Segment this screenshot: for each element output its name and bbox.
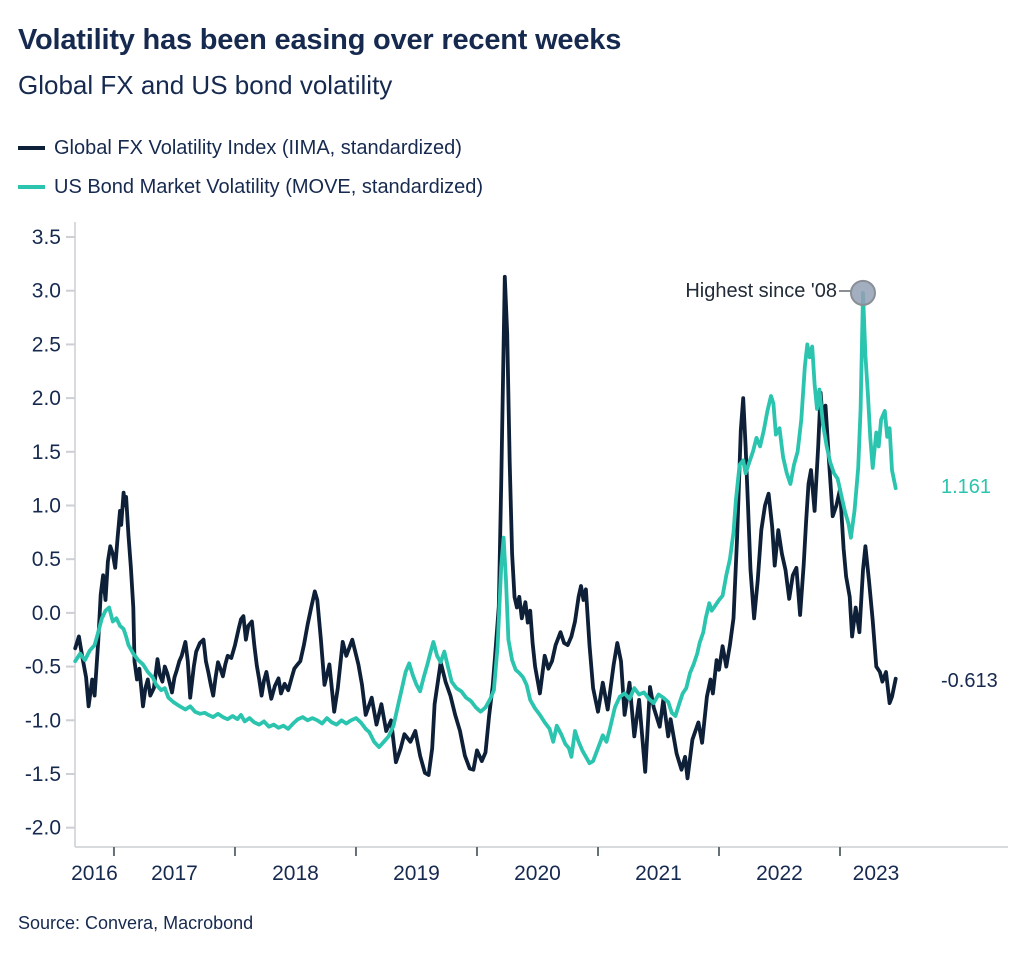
legend-label-move: US Bond Market Volatility (MOVE, standar… <box>54 175 484 198</box>
y-tick-label: 1.5 <box>32 441 61 464</box>
x-year-label: 2018 <box>272 862 319 885</box>
fx-volatility-line <box>73 274 898 781</box>
y-tick-label: 3.5 <box>32 226 61 249</box>
move-line-swatch-icon <box>18 185 45 189</box>
x-year-label: 2022 <box>756 862 803 885</box>
y-tick-label: 0.0 <box>32 602 61 625</box>
peak-marker <box>849 279 876 306</box>
x-year-label: 2021 <box>635 862 682 885</box>
y-tick-label: 0.5 <box>32 548 61 571</box>
move-volatility-line <box>73 290 898 766</box>
fx-line-swatch-icon <box>18 146 45 150</box>
annotation-connector-line <box>838 289 852 292</box>
annotation-highest-since-08: Highest since '08 <box>685 279 837 302</box>
y-tick-label: -1.0 <box>25 709 61 732</box>
page-subtitle: Global FX and US bond volatility <box>18 70 393 100</box>
chart-legend: Global FX Volatility Index (IIMA, standa… <box>18 134 483 212</box>
legend-item-fx: Global FX Volatility Index (IIMA, standa… <box>18 134 483 162</box>
y-tick-label: 3.0 <box>32 280 61 303</box>
fx-end-value-label: -0.613 <box>941 669 998 692</box>
y-tick-label: 2.0 <box>32 387 61 410</box>
source-note: Source: Convera, Macrobond <box>18 913 254 933</box>
y-tick-label: -2.0 <box>25 817 61 840</box>
x-year-label: 2016 <box>71 862 118 885</box>
y-tick-label: 1.0 <box>32 495 61 518</box>
x-year-label: 2017 <box>151 862 198 885</box>
x-year-label: 2019 <box>393 862 440 885</box>
y-tick-label: -0.5 <box>25 656 61 679</box>
legend-label-fx: Global FX Volatility Index (IIMA, standa… <box>54 136 462 159</box>
y-tick-label: 2.5 <box>32 333 61 356</box>
y-tick-label: -1.5 <box>25 763 61 786</box>
x-year-label: 2023 <box>853 862 900 885</box>
x-year-label: 2020 <box>514 862 561 885</box>
move-end-value-label: 1.161 <box>941 476 992 499</box>
legend-item-move: US Bond Market Volatility (MOVE, standar… <box>18 173 483 201</box>
page-title: Volatility has been easing over recent w… <box>18 24 622 56</box>
